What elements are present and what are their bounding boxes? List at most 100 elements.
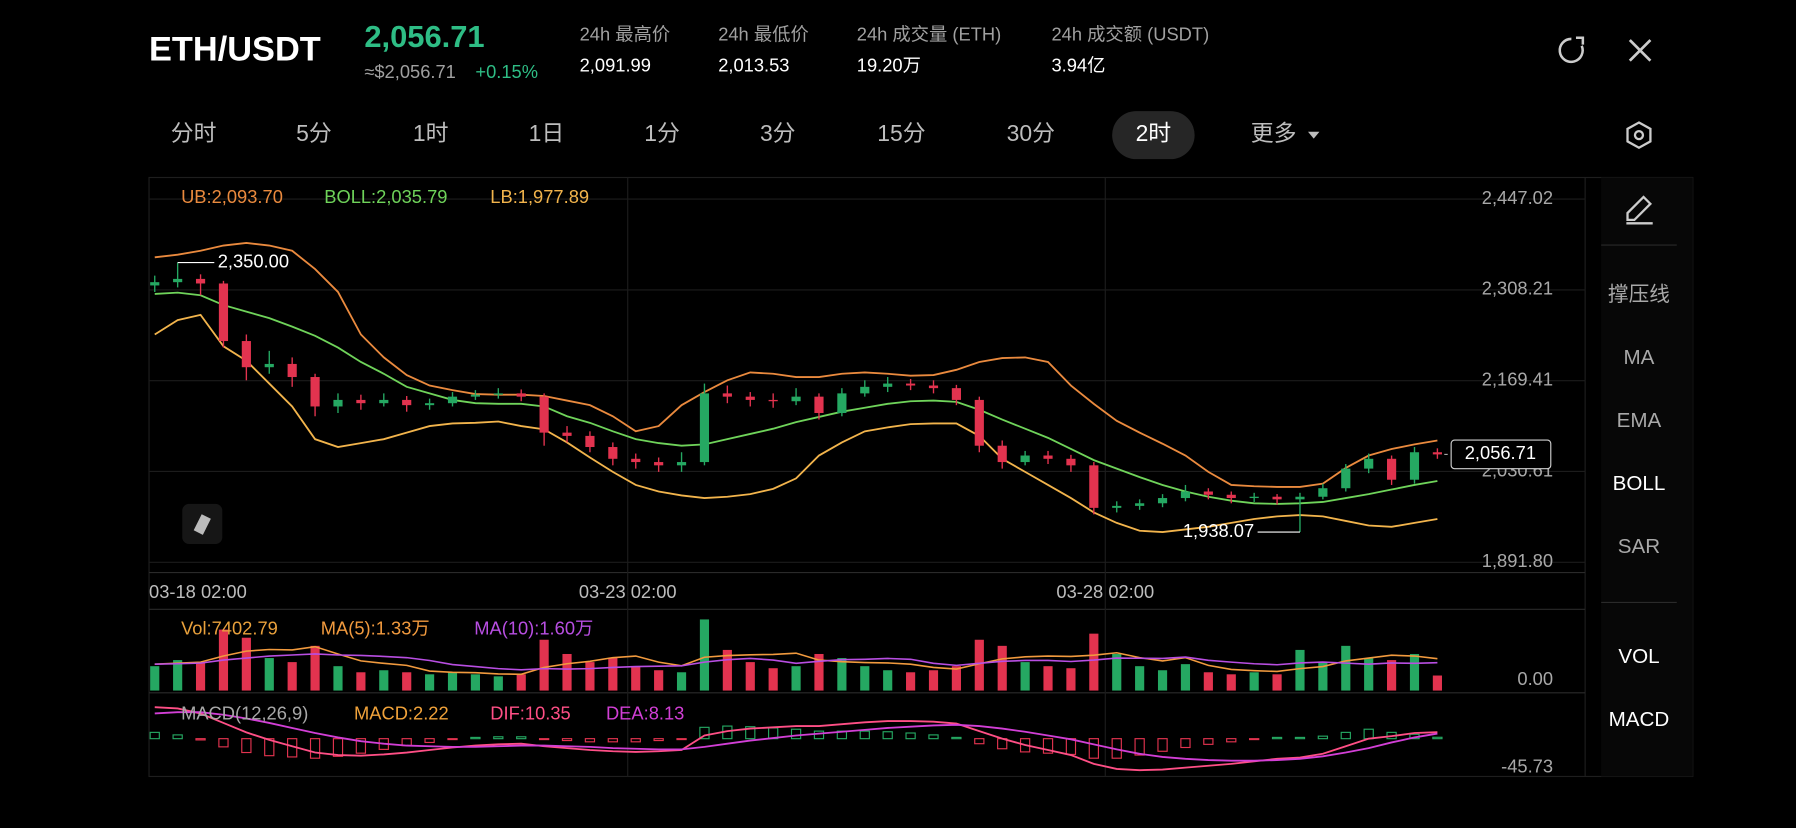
volume-bar	[1112, 653, 1122, 691]
volume-bar	[791, 666, 801, 691]
tab-highlight	[1112, 111, 1195, 160]
macd-bar	[355, 738, 367, 754]
macd-bar	[951, 736, 962, 740]
volume-bar	[1249, 672, 1259, 691]
candle-body	[1157, 498, 1168, 504]
logo-mark	[193, 514, 211, 535]
candle-body	[883, 383, 893, 387]
candle-body	[860, 386, 870, 394]
volume-bar	[310, 645, 320, 691]
macd-bar	[790, 728, 802, 740]
macd-bar	[447, 738, 458, 741]
macd-bar	[309, 738, 321, 759]
candle-body	[1043, 455, 1053, 459]
close-stroke	[1628, 39, 1652, 62]
sidebar-indicator[interactable]: VOL	[1618, 645, 1659, 668]
candle-body	[791, 396, 801, 402]
macd-bar	[561, 738, 573, 742]
candle-body	[1341, 468, 1351, 489]
tab[interactable]: 分时	[171, 120, 217, 146]
sidebar-tool[interactable]: SAR	[1618, 535, 1660, 558]
tab[interactable]: 5分	[296, 120, 332, 146]
volume-bar	[1157, 670, 1168, 691]
candle-body	[402, 399, 412, 406]
volume-bar	[608, 658, 618, 691]
sidebar-items: 撑压线 MA EMA BOLL SAR VOL MACD	[1608, 283, 1670, 731]
stats: 24h 最高价 2,091.99 24h 最低价 2,013.53 24h 成交量 (E…	[580, 23, 1210, 75]
macd-bar	[470, 736, 481, 740]
volume-bar	[195, 662, 206, 691]
candle-body	[974, 399, 984, 446]
sidebar	[1601, 177, 1693, 777]
sidebar-indicator[interactable]: MACD	[1609, 708, 1670, 731]
volume-bar	[745, 662, 755, 691]
legend-entry: MACD:2.22	[354, 702, 449, 723]
logo-button[interactable]	[182, 503, 223, 544]
macd-bar	[1226, 738, 1237, 743]
pair: ETH/USDT	[149, 31, 321, 69]
candle-body	[310, 377, 320, 407]
close-icon[interactable]	[1628, 39, 1652, 62]
candle-body	[516, 393, 526, 397]
candle-body	[654, 462, 664, 466]
candle-body	[1180, 491, 1191, 499]
tabs: 分时 5分 1时 1日 1分 3分 15分 30分 2时 更多	[171, 111, 1320, 160]
price-usd: ≈$2,056.71	[364, 61, 456, 82]
legend-entry: DIF:10.35	[490, 702, 570, 723]
sidebar-tool[interactable]: 撑压线	[1608, 283, 1670, 306]
volume-bar	[1432, 675, 1442, 691]
stat-value: 2,013.53	[718, 54, 789, 75]
macd-bar	[699, 726, 710, 740]
change: +0.15%	[475, 61, 538, 82]
volume-bar	[860, 666, 870, 691]
volume-bar	[402, 672, 412, 691]
macd-bar	[195, 738, 206, 741]
x-tick-label: 03-18 02:00	[149, 581, 247, 602]
volume-bar	[241, 637, 251, 691]
candle-body	[1089, 465, 1099, 508]
sidebar-tool[interactable]: EMA	[1617, 409, 1662, 432]
candle-body	[814, 396, 824, 414]
macd-bar	[584, 738, 596, 743]
tab[interactable]: 3分	[760, 120, 796, 146]
volume-bar	[722, 649, 732, 691]
volume-bar	[631, 666, 641, 691]
refresh-icon[interactable]	[1558, 36, 1585, 64]
tab[interactable]: 30分	[1007, 120, 1055, 146]
candle-body	[1409, 452, 1420, 480]
macd-bar	[1134, 738, 1145, 756]
candle-body	[1364, 458, 1374, 469]
candle-body	[1020, 455, 1030, 463]
volume-bar	[447, 672, 458, 691]
tab[interactable]: 2时	[1136, 120, 1172, 146]
volume-bar	[585, 662, 595, 691]
volume-bar	[1364, 658, 1374, 691]
macd-bar	[1157, 738, 1168, 752]
candle-body	[1432, 452, 1442, 455]
sidebar-tool[interactable]: BOLL	[1613, 472, 1666, 495]
tab[interactable]: 更多	[1251, 120, 1297, 146]
volume-bar	[264, 658, 274, 691]
candle-body	[768, 399, 778, 402]
tab[interactable]: 15分	[877, 120, 925, 146]
candle-body	[470, 394, 480, 397]
tab[interactable]: 1分	[644, 120, 680, 146]
volume-bar	[425, 674, 435, 691]
indicator-line	[154, 313, 1438, 533]
tab[interactable]: 1日	[529, 120, 565, 146]
indicator-line	[154, 653, 1438, 671]
draw-icon[interactable]	[1626, 195, 1653, 225]
volume-bar	[287, 662, 297, 691]
tab[interactable]: 1时	[413, 120, 449, 146]
legend-entry: Vol:7402.79	[181, 618, 278, 639]
candle-body	[585, 435, 595, 448]
candle-body	[195, 278, 206, 284]
settings-icon[interactable]	[1626, 121, 1652, 150]
volume-bar	[539, 639, 549, 691]
sidebar-tool[interactable]: MA	[1624, 346, 1655, 369]
legend-entry: MA(5):1.33万	[321, 618, 430, 639]
volume-bar	[1295, 649, 1305, 691]
candle-body	[699, 393, 710, 463]
macd-bar	[241, 738, 252, 754]
volume-bar	[562, 653, 572, 691]
